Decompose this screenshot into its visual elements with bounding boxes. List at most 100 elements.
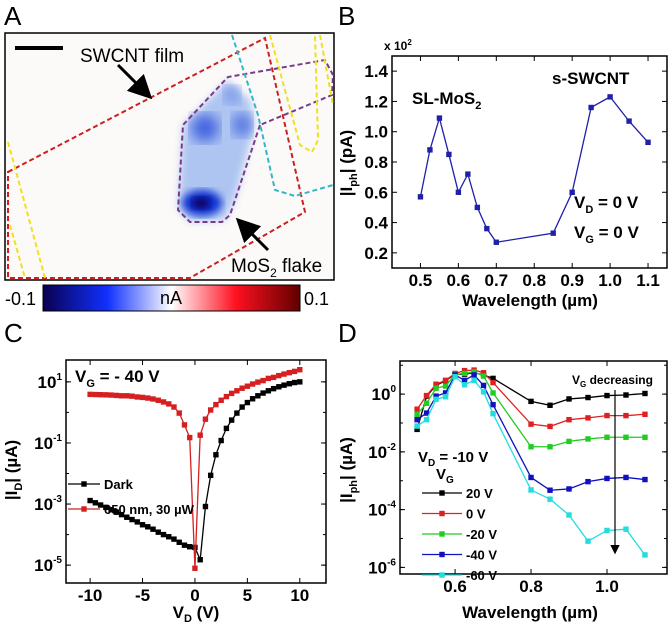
data-point <box>192 544 198 551</box>
data-point <box>108 392 114 398</box>
data-point <box>446 151 452 158</box>
data-point <box>124 393 130 399</box>
data-point <box>461 382 468 388</box>
data-point <box>455 189 462 195</box>
data-point <box>139 522 146 528</box>
y-multiplier: x 102 <box>384 38 412 53</box>
data-point <box>270 374 277 381</box>
tick-exponent: -1 <box>53 433 62 444</box>
data-point <box>642 411 648 417</box>
data-point <box>471 372 477 378</box>
data-point <box>585 478 591 485</box>
data-point <box>197 557 203 563</box>
y-tick-label: 1.4 <box>364 62 388 81</box>
y-tick-label: 0.2 <box>364 244 388 263</box>
y-tick-label: 10-5 <box>34 555 62 575</box>
y-tick-label: 0.8 <box>364 153 388 172</box>
series-line-1 <box>90 369 300 569</box>
data-point <box>129 393 135 399</box>
x-tick-label: 10 <box>290 586 309 605</box>
series-line-2 <box>416 371 645 448</box>
legend-marker <box>81 481 87 487</box>
tick-exponent: -5 <box>53 555 62 566</box>
data-point <box>255 393 261 399</box>
data-point <box>260 377 266 384</box>
tick-exponent: -2 <box>387 442 396 453</box>
legend-title: VG <box>436 466 454 486</box>
data-point <box>442 377 449 384</box>
chart-b: 0.5 0.6 0.7 0.8 0.9 1.0 1.1 0.2 0.4 0.6 0.8 1.0 1.2 1… <box>364 55 668 290</box>
data-point <box>433 393 439 399</box>
y-tick-label: 0.4 <box>364 214 388 233</box>
data-point <box>493 239 500 245</box>
x-axis-label-b: Wavelength (µm) <box>462 291 598 310</box>
data-point <box>414 406 420 412</box>
data-point <box>286 381 293 387</box>
data-point <box>642 390 648 397</box>
tick-exponent: -3 <box>53 494 62 505</box>
data-point <box>160 531 167 538</box>
data-point <box>474 204 481 211</box>
data-point <box>414 423 420 429</box>
tick-base: 10 <box>372 385 391 404</box>
tick-base: 10 <box>368 558 387 577</box>
data-point <box>442 394 449 400</box>
data-point <box>642 434 648 440</box>
data-point <box>118 393 125 399</box>
colorbar <box>42 284 301 312</box>
series-line-0 <box>89 381 300 561</box>
electrode-outline-yellow <box>269 34 320 154</box>
data-point <box>566 396 572 402</box>
data-point <box>566 512 572 518</box>
plot-frame <box>65 359 327 584</box>
data-point <box>103 504 109 511</box>
data-point <box>423 416 430 423</box>
x-tick-label: -5 <box>135 586 150 605</box>
data-point <box>87 391 93 398</box>
data-point <box>213 401 219 408</box>
data-point <box>113 392 120 399</box>
legend-label: -40 V <box>466 548 497 563</box>
data-point <box>281 371 287 377</box>
data-point <box>297 379 303 385</box>
data-point <box>181 542 188 548</box>
data-point <box>423 392 430 399</box>
legend-c: Dark 650 nm, 30 µW <box>68 477 195 517</box>
data-point <box>103 392 109 398</box>
swcnt-film-label: SWCNT film <box>80 46 184 67</box>
data-point <box>176 410 182 416</box>
legend-label: 650 nm, 30 µW <box>104 502 195 517</box>
data-point <box>192 565 198 571</box>
x-tick-label: 5 <box>243 586 252 605</box>
data-point <box>480 373 487 379</box>
data-point <box>528 421 534 427</box>
data-point <box>255 379 261 385</box>
data-point <box>547 402 553 408</box>
scale-bar <box>15 46 63 50</box>
y-tick-label: 10-1 <box>34 433 62 453</box>
data-point <box>480 389 487 395</box>
data-point <box>166 534 172 540</box>
data-point <box>585 436 591 442</box>
annotation-sl-mos2: SL-MoS2 <box>412 89 481 112</box>
data-point <box>414 426 420 433</box>
data-point <box>244 399 251 406</box>
data-point <box>155 529 161 535</box>
y-tick-label: 1.0 <box>364 123 388 142</box>
data-point <box>223 393 230 400</box>
panel-label-b: B <box>338 1 355 31</box>
data-point <box>471 369 477 375</box>
data-point <box>547 496 553 502</box>
data-point <box>471 377 477 384</box>
data-point <box>113 509 120 515</box>
data-point <box>228 390 235 397</box>
legend-label: -60 V <box>466 568 497 583</box>
data-point <box>623 392 629 398</box>
data-point <box>642 476 648 483</box>
electrode-outline-yellow <box>9 224 26 279</box>
data-point <box>218 437 224 444</box>
data-point <box>585 538 591 544</box>
data-point <box>234 388 240 394</box>
